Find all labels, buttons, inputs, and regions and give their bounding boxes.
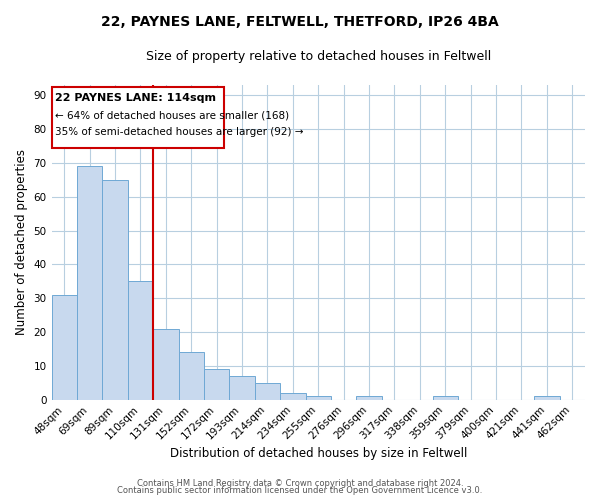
- Y-axis label: Number of detached properties: Number of detached properties: [15, 150, 28, 336]
- Bar: [52, 295, 77, 400]
- Bar: [204, 370, 229, 400]
- Text: Contains public sector information licensed under the Open Government Licence v3: Contains public sector information licen…: [118, 486, 482, 495]
- Text: 22 PAYNES LANE: 114sqm: 22 PAYNES LANE: 114sqm: [55, 94, 217, 104]
- Bar: [229, 376, 255, 400]
- Bar: [305, 396, 331, 400]
- Bar: [103, 180, 128, 400]
- Text: Contains HM Land Registry data © Crown copyright and database right 2024.: Contains HM Land Registry data © Crown c…: [137, 478, 463, 488]
- Bar: [534, 396, 560, 400]
- X-axis label: Distribution of detached houses by size in Feltwell: Distribution of detached houses by size …: [170, 447, 467, 460]
- Bar: [128, 282, 153, 400]
- Bar: [356, 396, 382, 400]
- Bar: [179, 352, 204, 400]
- Bar: [153, 328, 179, 400]
- FancyBboxPatch shape: [52, 86, 224, 148]
- Bar: [77, 166, 103, 400]
- Bar: [280, 393, 305, 400]
- Text: ← 64% of detached houses are smaller (168): ← 64% of detached houses are smaller (16…: [55, 110, 289, 120]
- Bar: [433, 396, 458, 400]
- Text: 22, PAYNES LANE, FELTWELL, THETFORD, IP26 4BA: 22, PAYNES LANE, FELTWELL, THETFORD, IP2…: [101, 15, 499, 29]
- Title: Size of property relative to detached houses in Feltwell: Size of property relative to detached ho…: [146, 50, 491, 63]
- Bar: [255, 383, 280, 400]
- Text: 35% of semi-detached houses are larger (92) →: 35% of semi-detached houses are larger (…: [55, 128, 304, 138]
